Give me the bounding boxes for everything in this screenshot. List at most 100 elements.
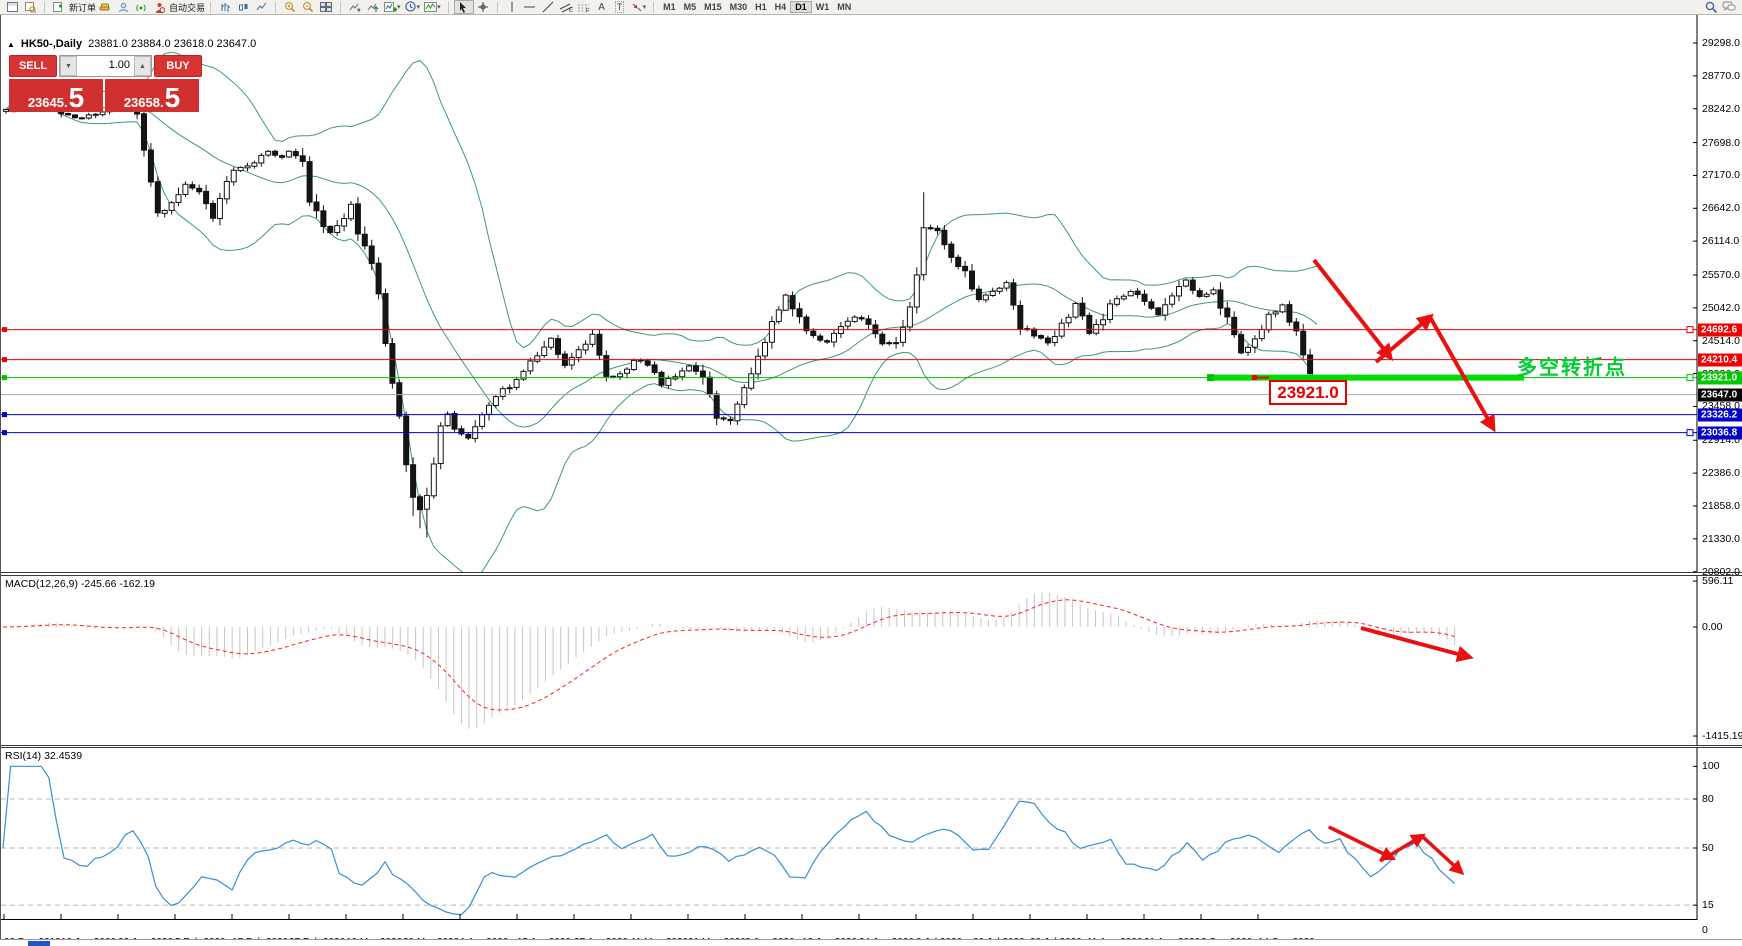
timeframe-d1[interactable]: D1	[790, 1, 812, 13]
chart-ohlc-values: 23881.0 23884.0 23618.0 23647.0	[88, 38, 257, 50]
timeframe-m5[interactable]: M5	[683, 2, 697, 12]
price-axis-value: 21858.0	[1702, 499, 1740, 512]
support-zone-bar[interactable]	[1213, 374, 1524, 381]
volume-increase-button[interactable]: ▲	[134, 56, 151, 76]
rsi-pane[interactable]	[1, 748, 1742, 920]
deposit-icon[interactable]	[96, 1, 114, 13]
hline-left-handle[interactable]	[2, 430, 7, 436]
timeframe-m30[interactable]: M30	[729, 2, 748, 12]
buy-price-display[interactable]: 23658. 5	[105, 79, 199, 112]
macd-projection-arrow[interactable]	[1360, 626, 1474, 663]
buy-price-pip: 5	[164, 82, 181, 113]
price-axis-value: 25570.0	[1702, 268, 1740, 281]
hline-tool-icon[interactable]	[521, 1, 539, 13]
svg-text:F: F	[586, 8, 590, 13]
rsi-axis-value: 100	[1702, 760, 1720, 773]
bar-chart-icon[interactable]	[216, 1, 234, 13]
price-axis-value: 25042.0	[1702, 301, 1740, 314]
rsi-projection-arrow-1[interactable]	[1328, 825, 1396, 861]
bollinger-middle-band	[5, 100, 1318, 428]
new-order-label[interactable]: 新订单	[69, 2, 97, 13]
chat-icon[interactable]	[1720, 1, 1738, 13]
period-clock-icon[interactable]: ▾	[403, 1, 423, 13]
price-axis-value: 29298.0	[1702, 37, 1740, 49]
arrows-tool-icon[interactable]: ▾	[629, 1, 649, 13]
hline-left-handle[interactable]	[2, 327, 7, 333]
crosshair-icon[interactable]	[474, 1, 492, 13]
search-icon[interactable]	[1702, 1, 1720, 13]
cursor-icon[interactable]	[453, 0, 474, 14]
volume-input[interactable]: 1.00	[108, 59, 130, 71]
rsi-projection-arrow-3[interactable]	[1420, 834, 1465, 875]
hline-left-handle[interactable]	[2, 375, 7, 381]
account-icon[interactable]	[114, 1, 132, 13]
callout-anchor	[1252, 375, 1257, 381]
timeframe-mn[interactable]: MN	[837, 2, 852, 12]
price-projection-arrow-2[interactable]	[1374, 313, 1434, 364]
sell-price-display[interactable]: 23645. 5	[9, 79, 103, 112]
timeframe-m15[interactable]: M15	[704, 2, 722, 12]
hline-left-handle[interactable]	[2, 357, 7, 363]
hline-right-handle[interactable]	[1686, 326, 1694, 334]
price-projection-arrow-3[interactable]	[1428, 316, 1496, 433]
main-price-pane[interactable]	[1, 15, 1742, 572]
bull-bear-pivot-note: 多空转折点	[1517, 357, 1627, 379]
chart-symbol-title: HK50-,Daily	[20, 38, 83, 50]
rsi-axis-value: 80	[1702, 793, 1714, 805]
new-order-icon[interactable]	[50, 1, 68, 13]
pane-divider-2[interactable]	[1, 745, 1742, 748]
rsi-indicator-label: RSI(14) 32.4539	[5, 750, 83, 762]
auto-scroll-icon[interactable]	[346, 1, 364, 13]
price-tag-support-2: 23036.8	[1698, 426, 1742, 440]
support-zone-handle[interactable]	[1207, 374, 1214, 382]
hline-right-handle[interactable]	[1686, 374, 1694, 382]
auto-trading-label[interactable]: 自动交易	[169, 2, 206, 13]
rsi-axis-value: 50	[1702, 841, 1714, 854]
sell-price-main: 23645.	[27, 95, 68, 110]
add-indicator-icon[interactable]: ▾	[382, 1, 403, 13]
timeframe-h4[interactable]: H4	[774, 2, 787, 12]
label-tool-icon[interactable]: T	[614, 1, 625, 13]
price-axis-value: 20802.0	[1702, 565, 1740, 578]
chart-shift-icon[interactable]	[364, 1, 382, 13]
rsi-projection-arrow-2[interactable]	[1379, 833, 1426, 863]
price-axis-value: 27698.0	[1702, 136, 1740, 149]
buy-button[interactable]: BUY	[154, 55, 202, 77]
zoom-in-icon[interactable]	[281, 1, 299, 13]
text-tool-icon[interactable]: A	[598, 1, 605, 13]
timeframe-m1[interactable]: M1	[663, 2, 676, 12]
timeframe-h1[interactable]: H1	[755, 2, 767, 12]
candle-chart-icon[interactable]	[234, 1, 252, 13]
zoom-out-icon[interactable]	[299, 1, 317, 13]
auto-trading-icon[interactable]	[150, 1, 168, 13]
price-projection-arrow-1[interactable]	[1312, 258, 1394, 361]
fibonacci-tool-icon[interactable]: F	[575, 1, 593, 13]
line-chart-icon[interactable]	[252, 1, 270, 13]
trendline-tool-icon[interactable]	[539, 1, 557, 13]
chart-window-icon[interactable]	[3, 1, 21, 13]
collapse-arrow-icon[interactable]: ▲	[7, 39, 15, 49]
signal-icon[interactable]	[132, 1, 150, 13]
volume-decrease-button[interactable]: ▼	[60, 56, 77, 76]
timeframe-group: M1 M5 M15 M30 H1 H4 D1 W1 MN	[656, 0, 858, 14]
hline-left-handle[interactable]	[2, 412, 7, 418]
tile-windows-icon[interactable]	[317, 1, 335, 13]
profile-preview-icon[interactable]	[21, 1, 39, 13]
status-strip	[0, 939, 1742, 946]
price-axis-value: 24514.0	[1702, 334, 1740, 347]
price-axis-value: 21330.0	[1702, 532, 1740, 545]
macd-axis-value: 0.00	[1702, 621, 1723, 633]
timeframe-w1[interactable]: W1	[815, 2, 830, 12]
macd-pane[interactable]	[1, 576, 1742, 745]
equidistant-channel-icon[interactable]: E	[557, 1, 575, 13]
macd-axis-value: 596.11	[1702, 575, 1734, 588]
svg-text:E: E	[569, 8, 573, 13]
sell-button[interactable]: SELL	[9, 55, 57, 77]
hline-right-handle[interactable]	[1686, 429, 1694, 437]
pane-divider-1[interactable]	[1, 572, 1742, 576]
vline-tool-icon[interactable]	[503, 1, 521, 13]
macd-signal-line	[2, 599, 1455, 711]
pivot-price-callout[interactable]: 23921.0	[1269, 379, 1347, 405]
templates-icon[interactable]: ▾	[422, 1, 443, 13]
